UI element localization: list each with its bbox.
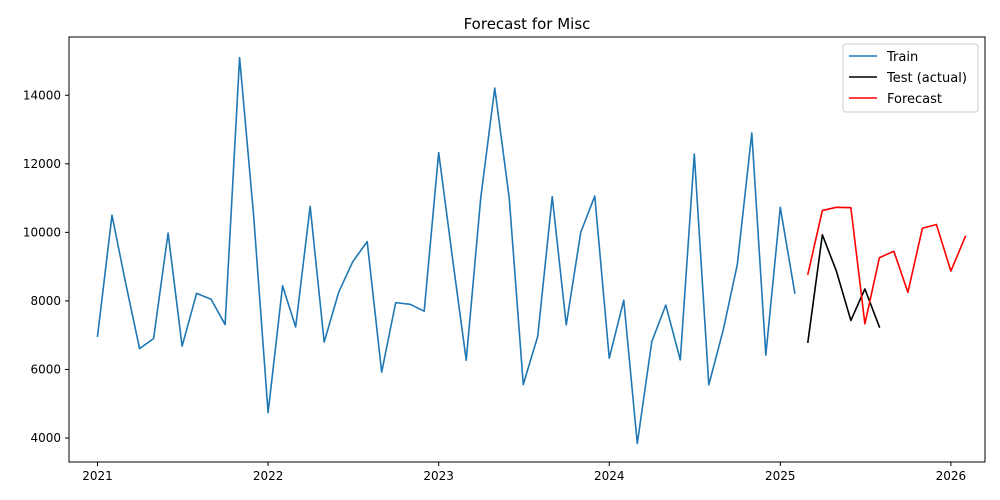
series-line-forecast <box>806 206 967 325</box>
x-tick-label: 2026 <box>936 469 967 483</box>
legend-box <box>842 43 979 113</box>
series-layer <box>96 56 967 445</box>
y-tick-label: 8000 <box>30 294 61 308</box>
chart-title: Forecast for Misc <box>464 15 591 33</box>
legend-label: Train <box>886 50 918 65</box>
plot-frame <box>68 36 986 463</box>
x-tick-label: 2023 <box>423 469 454 483</box>
y-tick-label: 10000 <box>23 225 61 239</box>
y-tick-label: 4000 <box>30 431 61 445</box>
axes-layer: 2021 2022 2023 2024 2025 2026 4000 6000 8000 1000… <box>23 36 986 483</box>
series-line-test-actual <box>806 233 881 343</box>
x-tick-label: 2022 <box>253 469 284 483</box>
x-tick-label: 2021 <box>82 469 113 483</box>
x-tick-label: 2025 <box>765 469 796 483</box>
series-line-train <box>96 56 796 445</box>
legend: Train Test (actual) Forecast <box>842 43 979 113</box>
legend-label: Forecast <box>887 92 942 107</box>
y-tick-label: 12000 <box>23 157 61 171</box>
legend-label: Test (actual) <box>886 71 967 86</box>
x-tick-label: 2024 <box>594 469 625 483</box>
y-tick-label: 6000 <box>30 362 61 376</box>
y-tick-label: 14000 <box>23 88 61 102</box>
